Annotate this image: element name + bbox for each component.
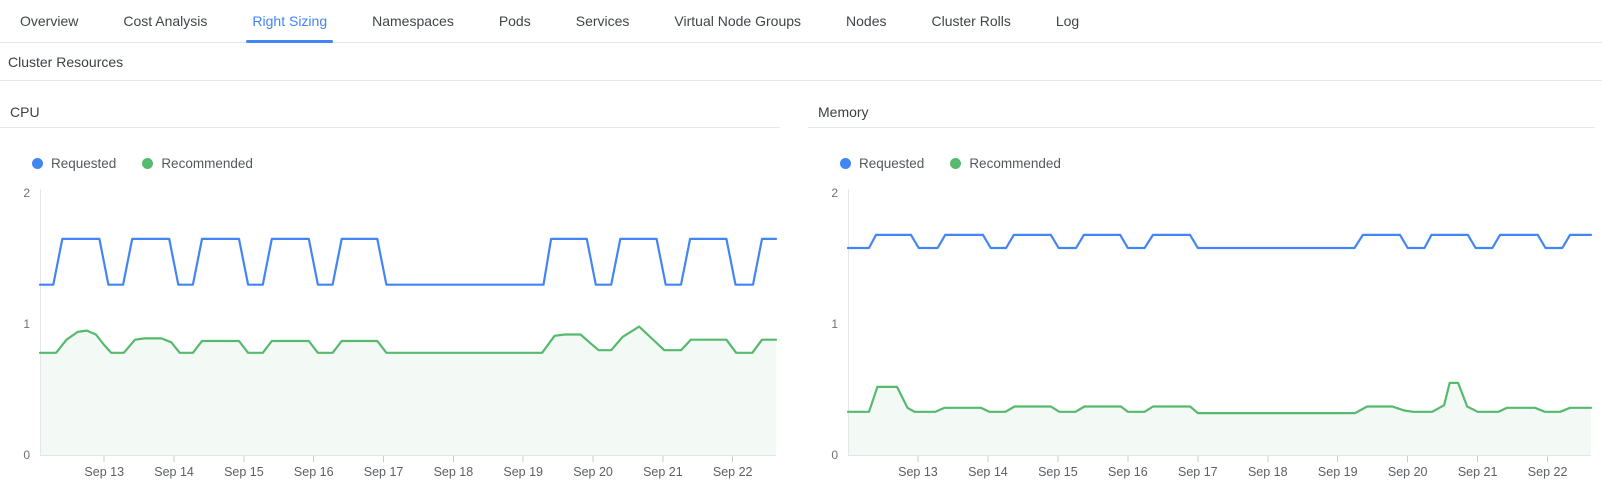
legend-item-recommended[interactable]: Recommended bbox=[950, 156, 1061, 171]
tab-virtual-node-groups[interactable]: Virtual Node Groups bbox=[668, 0, 807, 42]
svg-text:Sep 19: Sep 19 bbox=[503, 465, 543, 479]
svg-text:Sep 22: Sep 22 bbox=[1528, 465, 1568, 479]
cpu-chart-title: CPU bbox=[0, 81, 780, 128]
section-title: Cluster Resources bbox=[8, 54, 124, 70]
memory-chart-legend: Requested Recommended bbox=[840, 156, 1595, 171]
recommended-legend-dot-icon bbox=[950, 158, 962, 169]
tab-bar: Overview Cost Analysis Right Sizing Namespa… bbox=[0, 0, 1602, 43]
svg-text:Sep 17: Sep 17 bbox=[364, 465, 404, 479]
cpu-chart-plot[interactable]: Sep 13 Sep 14 Sep 15 Sep 16 Sep 17 Sep 18 Sep … bbox=[0, 181, 780, 483]
cpu-chart-card: CPU Requested Recommended Sep 13 Sep 14 Sep… bbox=[0, 81, 780, 483]
memory-chart-card: Memory Requested Recommended Sep 13 Sep 14… bbox=[808, 81, 1595, 483]
requested-legend-dot-icon bbox=[840, 158, 851, 169]
tab-nodes[interactable]: Nodes bbox=[840, 0, 892, 42]
legend-label: Recommended bbox=[161, 156, 253, 171]
tab-right-sizing[interactable]: Right Sizing bbox=[246, 0, 333, 43]
svg-text:Sep 17: Sep 17 bbox=[1178, 465, 1218, 479]
legend-label: Recommended bbox=[969, 156, 1061, 171]
cluster-resources-charts: CPU Requested Recommended Sep 13 Sep 14 Sep… bbox=[0, 81, 1602, 483]
svg-text:Sep 18: Sep 18 bbox=[434, 465, 474, 479]
tab-overview[interactable]: Overview bbox=[14, 0, 84, 42]
svg-text:2: 2 bbox=[831, 186, 838, 200]
tab-namespaces[interactable]: Namespaces bbox=[366, 0, 460, 42]
memory-chart-title: Memory bbox=[808, 81, 1595, 128]
legend-item-requested[interactable]: Requested bbox=[32, 156, 116, 171]
cpu-recommended-line bbox=[38, 325, 778, 354]
tab-log[interactable]: Log bbox=[1050, 0, 1085, 42]
svg-text:Sep 16: Sep 16 bbox=[1108, 465, 1148, 479]
legend-label: Requested bbox=[51, 156, 117, 171]
svg-text:Sep 22: Sep 22 bbox=[713, 465, 753, 479]
cpu-chart-svg: Sep 13 Sep 14 Sep 15 Sep 16 Sep 17 Sep 18 Sep … bbox=[23, 186, 778, 479]
tab-services[interactable]: Services bbox=[570, 0, 636, 42]
memory-recommended-line bbox=[846, 381, 1593, 415]
svg-text:Sep 18: Sep 18 bbox=[1248, 465, 1288, 479]
svg-text:0: 0 bbox=[23, 448, 30, 462]
svg-text:Sep 13: Sep 13 bbox=[84, 465, 124, 479]
memory-chart-svg: Sep 13 Sep 14 Sep 15 Sep 16 Sep 17 Sep 18 Sep … bbox=[831, 186, 1593, 479]
svg-text:0: 0 bbox=[831, 448, 838, 462]
svg-text:Sep 15: Sep 15 bbox=[1038, 465, 1078, 479]
svg-text:Sep 14: Sep 14 bbox=[154, 465, 194, 479]
svg-text:1: 1 bbox=[23, 317, 30, 331]
svg-text:1: 1 bbox=[831, 317, 838, 331]
tab-cluster-rolls[interactable]: Cluster Rolls bbox=[925, 0, 1016, 42]
svg-text:2: 2 bbox=[23, 186, 30, 200]
requested-legend-dot-icon bbox=[32, 158, 43, 169]
svg-text:Sep 14: Sep 14 bbox=[968, 465, 1008, 479]
recommended-legend-dot-icon bbox=[142, 158, 154, 169]
cpu-chart-legend: Requested Recommended bbox=[32, 156, 780, 171]
legend-item-requested[interactable]: Requested bbox=[840, 156, 924, 171]
svg-text:Sep 13: Sep 13 bbox=[898, 465, 938, 479]
svg-text:Sep 15: Sep 15 bbox=[224, 465, 264, 479]
legend-label: Requested bbox=[859, 156, 925, 171]
svg-text:Sep 16: Sep 16 bbox=[294, 465, 334, 479]
svg-text:Sep 21: Sep 21 bbox=[643, 465, 683, 479]
cpu-requested-line bbox=[38, 237, 778, 286]
svg-text:Sep 20: Sep 20 bbox=[1388, 465, 1428, 479]
tab-pods[interactable]: Pods bbox=[493, 0, 537, 42]
tab-cost-analysis[interactable]: Cost Analysis bbox=[117, 0, 213, 42]
legend-item-recommended[interactable]: Recommended bbox=[142, 156, 253, 171]
memory-requested-line bbox=[846, 233, 1593, 250]
svg-text:Sep 20: Sep 20 bbox=[573, 465, 613, 479]
svg-text:Sep 21: Sep 21 bbox=[1458, 465, 1498, 479]
memory-chart-plot[interactable]: Sep 13 Sep 14 Sep 15 Sep 16 Sep 17 Sep 18 Sep … bbox=[808, 181, 1595, 483]
svg-text:Sep 19: Sep 19 bbox=[1318, 465, 1358, 479]
